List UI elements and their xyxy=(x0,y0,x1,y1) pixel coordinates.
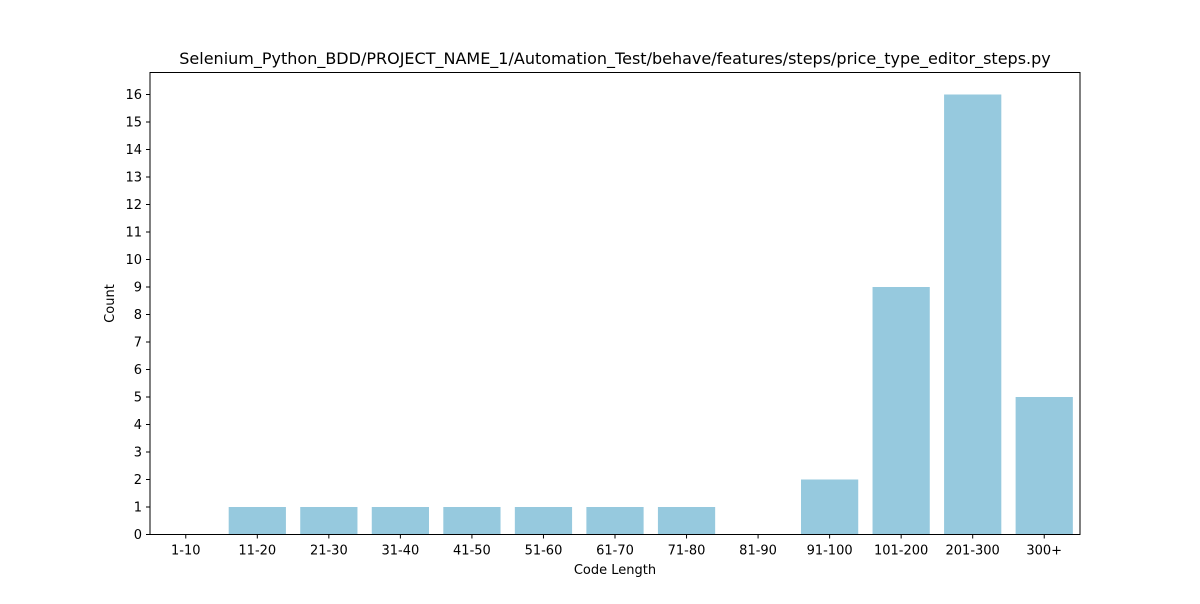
y-tick-label: 13 xyxy=(125,171,142,186)
y-tick-label: 6 xyxy=(134,363,142,378)
x-tick-label: 71-80 xyxy=(668,544,706,559)
y-tick-label: 0 xyxy=(134,528,142,543)
y-tick-label: 11 xyxy=(125,226,142,241)
x-tick-label: 81-90 xyxy=(739,544,777,559)
y-tick-label: 15 xyxy=(125,116,142,131)
y-axis-label: Count xyxy=(103,284,118,323)
y-tick-label: 10 xyxy=(125,253,142,268)
x-tick-label: 91-100 xyxy=(807,544,853,559)
bar-21-30 xyxy=(300,507,358,535)
bar-101-200 xyxy=(872,287,930,535)
y-tick-label: 16 xyxy=(125,88,142,103)
bar-91-100 xyxy=(801,479,859,535)
x-tick-label: 51-60 xyxy=(525,544,563,559)
y-tick-label: 9 xyxy=(134,281,142,296)
y-tick-label: 8 xyxy=(134,308,142,323)
x-tick-label: 61-70 xyxy=(596,544,634,559)
x-tick-label: 1-10 xyxy=(171,544,201,559)
y-tick-label: 12 xyxy=(125,198,142,213)
x-tick-label: 201-300 xyxy=(946,544,1000,559)
bar-61-70 xyxy=(586,507,644,535)
plot-frame xyxy=(149,72,1081,535)
bar-300+ xyxy=(1015,397,1073,535)
bar-11-20 xyxy=(228,507,286,535)
x-tick-label: 101-200 xyxy=(874,544,928,559)
bars-layer xyxy=(228,94,1073,535)
x-tick-label: 41-50 xyxy=(453,544,491,559)
chart-title: Selenium_Python_BDD/PROJECT_NAME_1/Autom… xyxy=(179,49,1050,69)
bar-51-60 xyxy=(514,507,573,535)
bar-41-50 xyxy=(443,507,501,535)
y-tick-label: 5 xyxy=(134,391,142,406)
x-axis-label: Code Length xyxy=(574,563,656,578)
bar-201-300 xyxy=(944,94,1002,535)
bar-31-40 xyxy=(371,507,429,535)
y-tick-label: 7 xyxy=(134,336,142,351)
x-tick-label: 31-40 xyxy=(381,544,419,559)
bar-71-80 xyxy=(657,507,716,535)
x-axis-ticks: 1-10 11-20 21-30 31-40 41-50 51-60 61-70 71-80 8… xyxy=(171,534,1062,559)
y-tick-label: 2 xyxy=(134,473,142,488)
y-tick-label: 4 xyxy=(134,418,142,433)
y-tick-label: 3 xyxy=(134,446,142,461)
y-tick-label: 14 xyxy=(125,143,142,158)
x-tick-label: 21-30 xyxy=(310,544,348,559)
x-tick-label: 300+ xyxy=(1026,544,1062,559)
x-tick-label: 11-20 xyxy=(238,544,276,559)
y-tick-label: 1 xyxy=(134,501,142,516)
